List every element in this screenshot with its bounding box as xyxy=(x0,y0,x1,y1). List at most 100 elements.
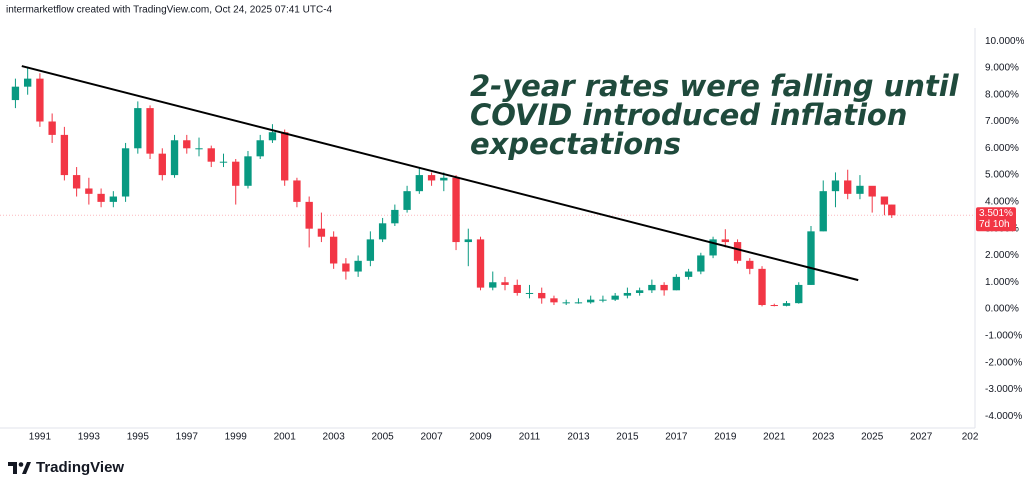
candle-body xyxy=(648,284,656,291)
candle-body xyxy=(697,255,705,272)
candle-body xyxy=(403,191,411,210)
candle-body xyxy=(109,196,118,202)
candle-body xyxy=(489,282,497,288)
x-tick-label: 2001 xyxy=(274,432,297,443)
x-tick-label: 2007 xyxy=(420,432,443,443)
x-tick-label: 2015 xyxy=(616,432,639,443)
candle-body xyxy=(342,263,350,272)
y-tick-label: 6.000% xyxy=(985,143,1019,154)
candle-body xyxy=(158,153,166,176)
candle-body xyxy=(268,132,277,141)
logo-icon xyxy=(8,462,31,474)
candle-body xyxy=(770,305,778,307)
candle-body xyxy=(635,290,644,293)
candle-body xyxy=(758,268,766,306)
candle-body xyxy=(183,140,191,149)
candle-body xyxy=(281,132,289,181)
candle-body xyxy=(587,299,595,303)
candle-body xyxy=(856,185,864,194)
candle-body xyxy=(11,86,20,101)
x-tick-label: 1997 xyxy=(176,432,199,443)
candle-body xyxy=(501,282,509,285)
candle-body xyxy=(232,161,240,186)
candle-body xyxy=(464,239,472,243)
candle-body xyxy=(60,134,69,176)
price-label-box xyxy=(976,207,1016,232)
candle-body xyxy=(293,180,301,202)
candle-body xyxy=(170,140,179,176)
candle-body xyxy=(329,236,338,264)
y-tick-label: 5.000% xyxy=(985,170,1019,181)
x-tick-label: 2011 xyxy=(519,432,541,443)
candle-body xyxy=(721,239,729,243)
candle-body xyxy=(476,239,485,288)
y-tick-label: -1.000% xyxy=(985,330,1022,341)
y-tick-label: 8.000% xyxy=(985,89,1019,100)
candle-body xyxy=(121,148,130,197)
candle-body xyxy=(733,242,742,261)
x-tick-label: 202 xyxy=(962,432,979,443)
candle-body xyxy=(611,295,619,300)
candle-body xyxy=(525,292,534,294)
x-tick-label: 1991 xyxy=(29,432,52,443)
candle-body xyxy=(207,148,215,162)
x-tick-label: 2003 xyxy=(323,432,346,443)
y-tick-label: 0.000% xyxy=(985,304,1019,315)
x-tick-label: 2005 xyxy=(371,432,394,443)
y-tick-label: 4.000% xyxy=(985,197,1019,208)
candle-body xyxy=(888,204,896,216)
candle-body xyxy=(366,239,375,261)
annotation: expectations xyxy=(470,127,681,161)
candle-body xyxy=(672,276,681,291)
candle-body xyxy=(378,223,387,240)
candle-body xyxy=(538,292,546,299)
x-tick-label: 2027 xyxy=(910,432,933,443)
candle-body xyxy=(134,108,142,149)
candle-body xyxy=(807,231,815,285)
y-tick-label: 7.000% xyxy=(985,116,1019,127)
candle-body xyxy=(868,185,876,197)
x-tick-label: 2013 xyxy=(567,432,590,443)
candle-body xyxy=(85,188,93,194)
candle-body xyxy=(513,284,521,293)
candle-body xyxy=(195,148,203,150)
x-tick-label: 2025 xyxy=(861,432,884,443)
candle-body xyxy=(831,180,840,192)
y-tick-label: -3.000% xyxy=(985,384,1022,395)
annotation: 2-year rates were falling until xyxy=(470,69,960,103)
candle-body xyxy=(623,292,632,296)
x-tick-label: 2023 xyxy=(812,432,835,443)
candle-body xyxy=(391,209,399,224)
candle-body xyxy=(782,303,791,306)
candle-body xyxy=(427,175,436,181)
y-tick-label: 10.000% xyxy=(985,36,1024,47)
candle-body xyxy=(305,201,313,229)
countdown: 7d 10h xyxy=(979,219,1010,230)
y-tick-label: 1.000% xyxy=(985,277,1019,288)
annotation: COVID introduced inflation xyxy=(470,98,907,132)
candle-body xyxy=(574,302,583,304)
candle-body xyxy=(684,271,693,277)
candle-body xyxy=(146,108,154,154)
candle-body xyxy=(599,299,607,301)
x-tick-label: 2017 xyxy=(665,432,688,443)
candle-body xyxy=(746,260,754,269)
x-tick-label: 2021 xyxy=(763,432,786,443)
candle-body xyxy=(562,302,570,304)
candle-body xyxy=(72,175,81,189)
candle-body xyxy=(844,180,852,194)
candle-body xyxy=(244,156,252,186)
candle-body xyxy=(795,284,803,304)
y-tick-label: 2.000% xyxy=(985,250,1019,261)
y-tick-label: -2.000% xyxy=(985,357,1022,368)
x-tick-label: 1995 xyxy=(127,432,150,443)
candle-body xyxy=(880,196,889,205)
candle-body xyxy=(256,140,264,157)
candle-body xyxy=(36,78,44,122)
price-label: 3.501% xyxy=(979,208,1013,219)
header: intermarketflow created with TradingView… xyxy=(6,5,333,16)
candle-body xyxy=(23,78,32,87)
candle-body xyxy=(219,161,228,163)
candle-body xyxy=(550,298,558,303)
